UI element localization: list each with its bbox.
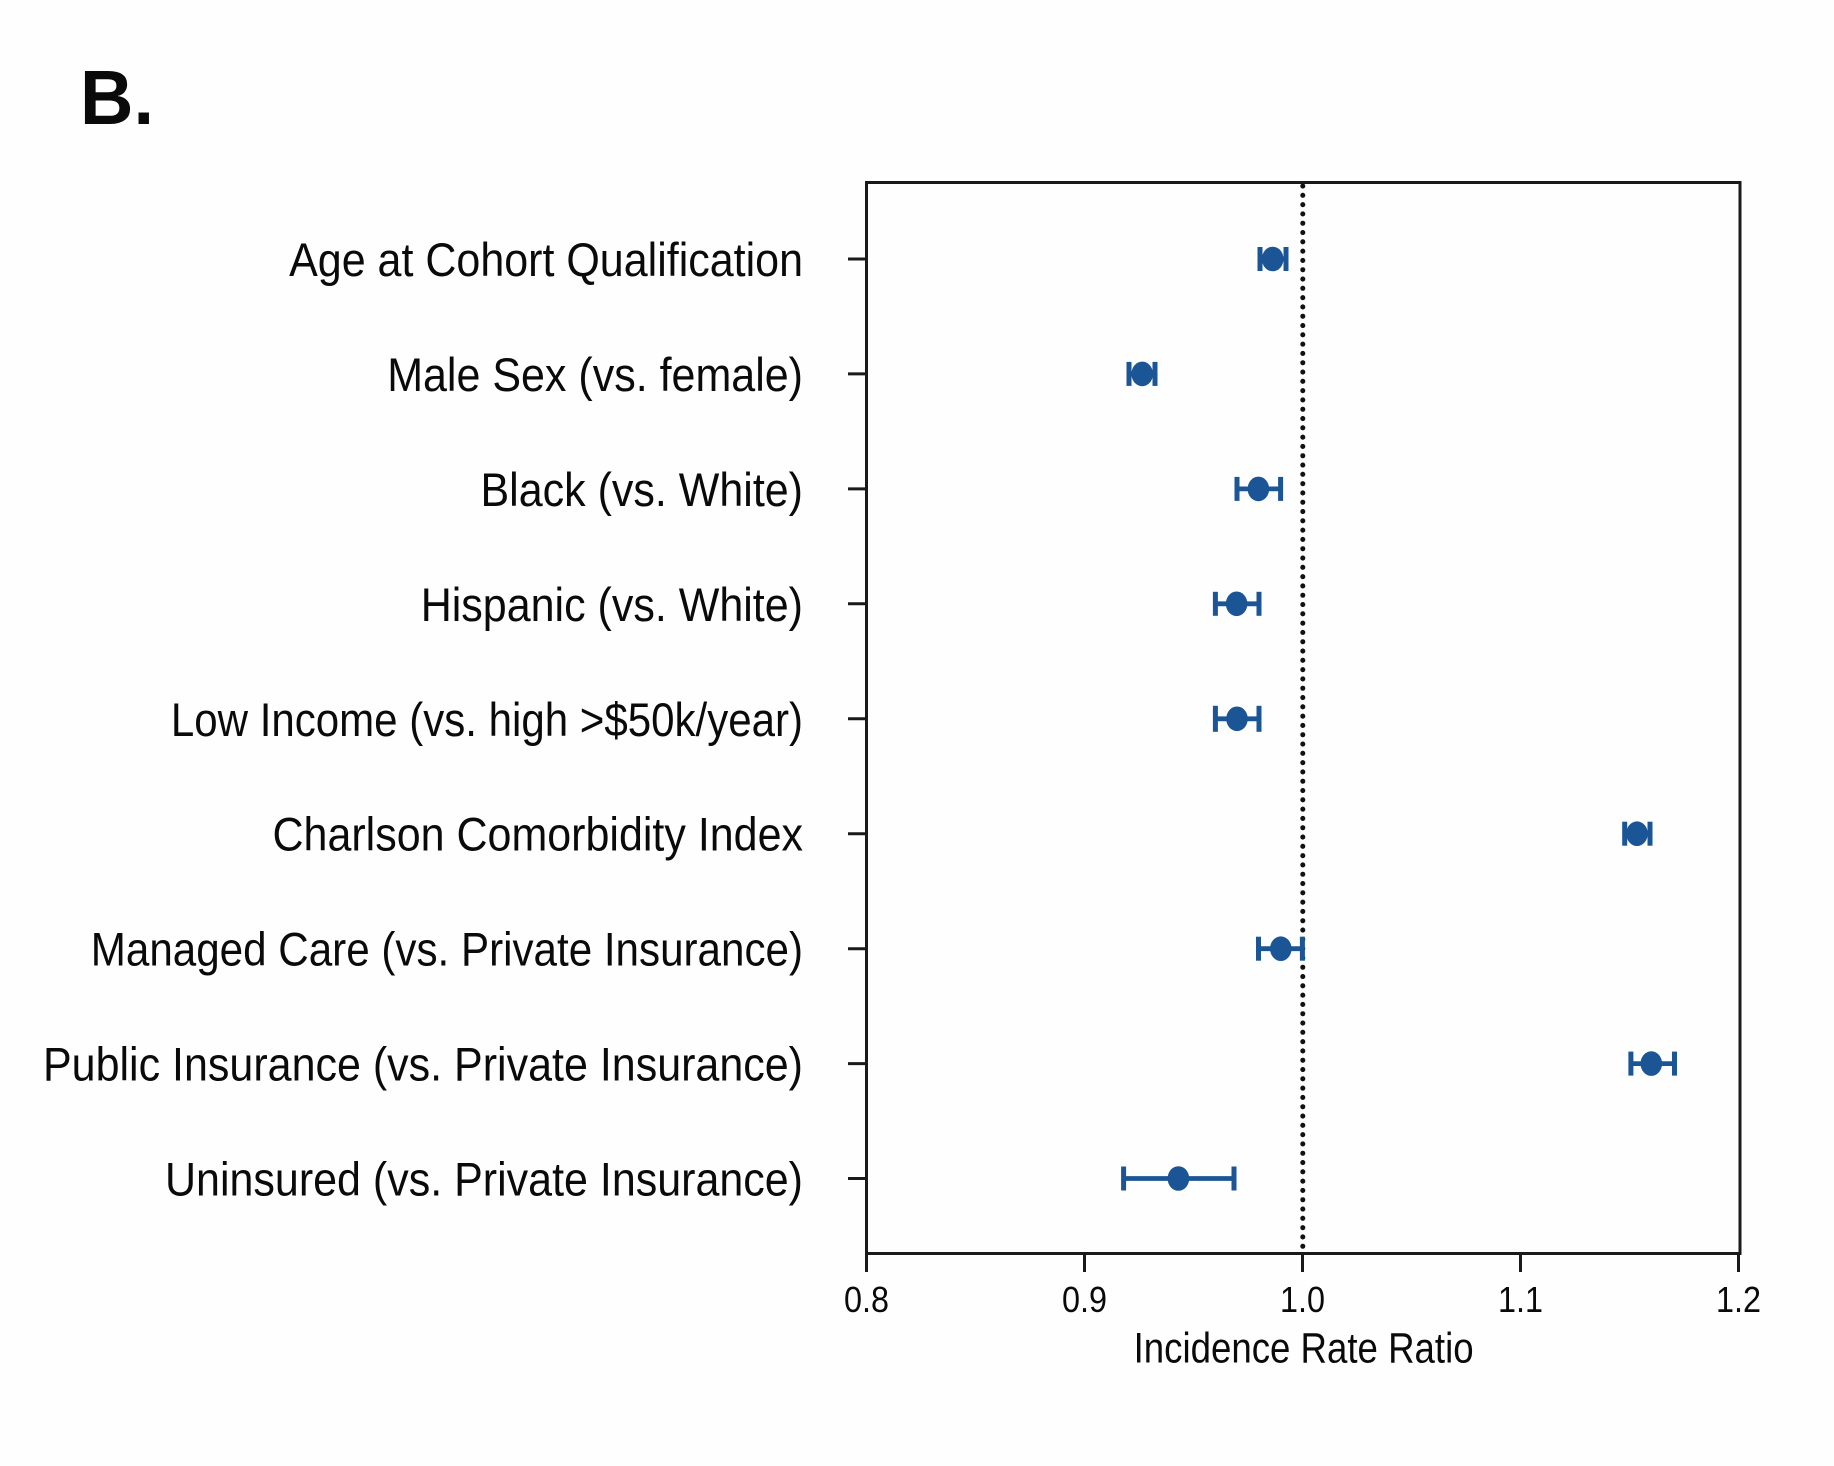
svg-text:Managed Care (vs. Private Insu: Managed Care (vs. Private Insurance) xyxy=(91,923,803,976)
svg-text:Age at Cohort Qualification: Age at Cohort Qualification xyxy=(289,233,803,286)
svg-text:Black (vs. White): Black (vs. White) xyxy=(481,463,804,516)
svg-text:0.9: 0.9 xyxy=(1062,1279,1107,1320)
svg-text:Uninsured (vs. Private Insuran: Uninsured (vs. Private Insurance) xyxy=(165,1153,803,1206)
svg-text:Incidence Rate Ratio: Incidence Rate Ratio xyxy=(1134,1325,1474,1373)
svg-text:0.8: 0.8 xyxy=(844,1279,889,1320)
svg-text:Hispanic (vs. White): Hispanic (vs. White) xyxy=(421,578,803,631)
svg-text:Public Insurance (vs. Private: Public Insurance (vs. Private Insurance) xyxy=(43,1038,803,1091)
svg-text:Male Sex (vs. female): Male Sex (vs. female) xyxy=(387,348,803,401)
svg-text:1.2: 1.2 xyxy=(1716,1279,1761,1320)
svg-text:1.0: 1.0 xyxy=(1280,1279,1325,1320)
svg-text:Charlson Comorbidity Index: Charlson Comorbidity Index xyxy=(273,808,804,861)
svg-text:Low Income (vs. high >$50k/yea: Low Income (vs. high >$50k/year) xyxy=(171,693,803,746)
svg-text:1.1: 1.1 xyxy=(1498,1279,1543,1320)
svg-text:B.: B. xyxy=(80,55,154,141)
